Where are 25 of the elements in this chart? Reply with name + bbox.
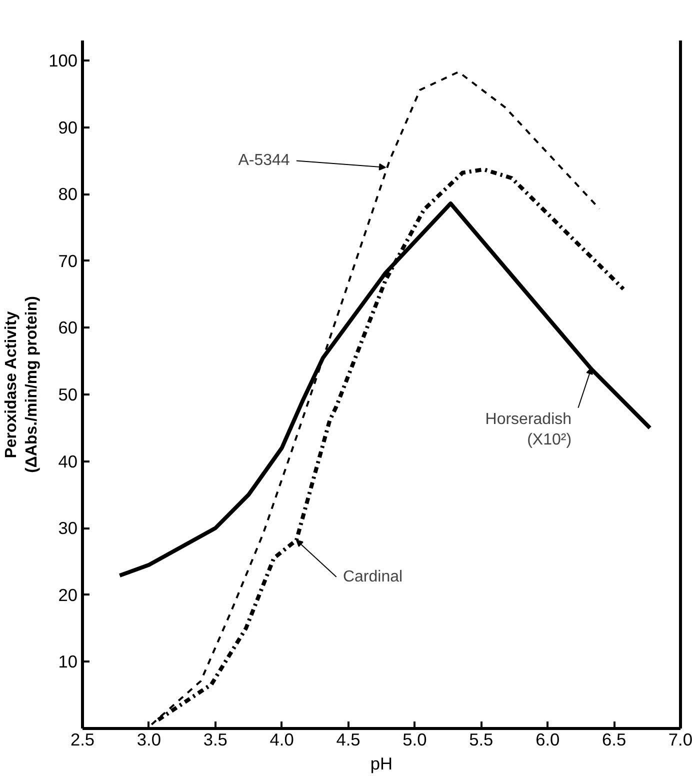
x-tick-label: 4.0: [270, 730, 294, 750]
y-tick-label: 100: [48, 50, 78, 71]
annotation: Horseradish (X10²): [485, 411, 572, 449]
annotation: A-5344: [238, 152, 290, 170]
y-tick-label: 30: [58, 518, 78, 538]
x-tick-label: 5.5: [469, 730, 494, 750]
x-tick-label: 2.5: [70, 730, 95, 750]
y-tick-label: 60: [58, 318, 78, 338]
x-tick-label: 6.5: [602, 730, 626, 750]
annotation: Cardinal: [342, 568, 403, 586]
x-tick-label: 7.0: [668, 730, 692, 750]
x-tick-label: 3.0: [136, 730, 161, 750]
y-tick-label: 10: [58, 652, 78, 672]
y-tick-label: 40: [58, 451, 78, 472]
x-tick-label: 4.5: [336, 730, 360, 750]
y-tick-label: 70: [58, 250, 78, 271]
y-tick-label: 50: [58, 384, 78, 405]
y-tick-label: 80: [58, 184, 78, 204]
x-tick-label: 5.0: [402, 730, 427, 750]
y-tick-label: 90: [58, 117, 78, 138]
y-axis-title: Peroxidase Activity (ΔAbs./min/mg protein): [3, 296, 41, 473]
x-tick-label: 3.5: [203, 730, 228, 750]
x-axis-title: pH: [370, 754, 393, 774]
y-tick-label: 20: [58, 584, 78, 605]
x-tick-label: 6.0: [536, 730, 560, 750]
